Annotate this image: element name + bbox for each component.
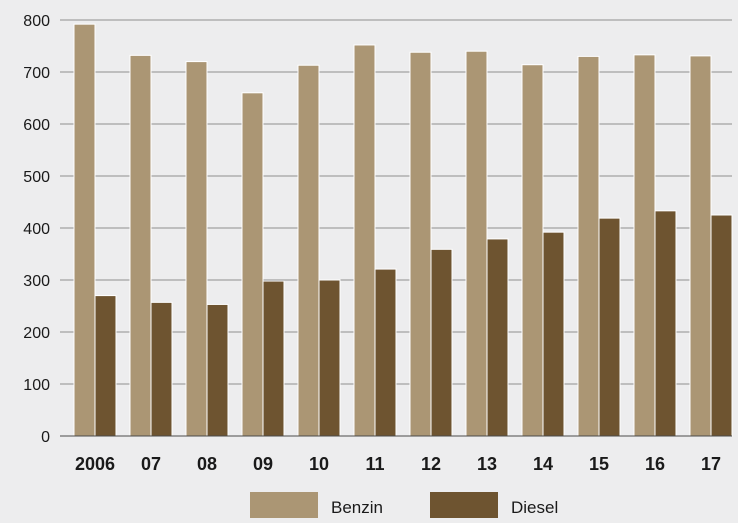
x-tick-label: 13 — [477, 454, 497, 474]
bars — [73, 23, 733, 437]
x-tick-label: 07 — [141, 454, 161, 474]
x-tick-label: 08 — [197, 454, 217, 474]
bar-benzin-15 — [577, 55, 600, 437]
x-tick-label: 11 — [365, 454, 384, 474]
bar-diesel-13 — [486, 238, 509, 437]
bar-benzin-14 — [521, 64, 544, 437]
bar-benzin-08 — [185, 61, 208, 437]
bar-diesel-12 — [430, 248, 453, 437]
bar-diesel-17 — [710, 214, 733, 437]
y-tick-label: 200 — [23, 325, 50, 342]
x-tick-label: 15 — [589, 454, 609, 474]
bar-diesel-15 — [598, 217, 621, 437]
y-tick-label: 700 — [23, 65, 50, 82]
bar-diesel-09 — [262, 280, 285, 437]
bar-diesel-14 — [542, 231, 565, 437]
x-tick-label: 14 — [533, 454, 553, 474]
x-tick-label: 2006 — [75, 454, 115, 474]
legend-label-benzin: Benzin — [331, 498, 383, 517]
legend-label-diesel: Diesel — [511, 498, 558, 517]
bar-benzin-09 — [241, 92, 264, 437]
bar-diesel-10 — [318, 279, 341, 437]
bar-benzin-11 — [353, 44, 376, 437]
x-tick-label: 17 — [701, 454, 721, 474]
y-tick-label: 400 — [23, 221, 50, 238]
y-tick-label: 500 — [23, 169, 50, 186]
x-tick-label: 12 — [421, 454, 441, 474]
bar-diesel-2006 — [94, 295, 117, 437]
bar-benzin-07 — [129, 54, 152, 437]
bar-benzin-2006 — [73, 23, 96, 437]
y-tick-label: 800 — [23, 13, 50, 30]
x-tick-label: 10 — [309, 454, 329, 474]
bar-benzin-13 — [465, 50, 488, 437]
bar-benzin-12 — [409, 51, 432, 437]
axes: 0 100 200 300 400 500 600 700 800 2006 07 08 09 10 11 1… — [23, 13, 732, 474]
y-tick-label: 0 — [41, 429, 50, 446]
bar-benzin-10 — [297, 64, 320, 437]
legend: Benzin Diesel — [250, 492, 558, 518]
bar-diesel-08 — [206, 303, 229, 437]
bar-diesel-07 — [150, 301, 173, 437]
y-tick-label: 600 — [23, 117, 50, 134]
y-tick-label: 100 — [23, 377, 50, 394]
legend-swatch-benzin — [250, 492, 318, 518]
bar-benzin-16 — [633, 54, 656, 437]
bar-diesel-16 — [654, 210, 677, 437]
x-tick-label: 09 — [253, 454, 273, 474]
x-tick-label: 16 — [645, 454, 665, 474]
bar-diesel-11 — [374, 268, 397, 437]
bar-benzin-17 — [689, 55, 712, 437]
legend-swatch-diesel — [430, 492, 498, 518]
y-tick-label: 300 — [23, 273, 50, 290]
